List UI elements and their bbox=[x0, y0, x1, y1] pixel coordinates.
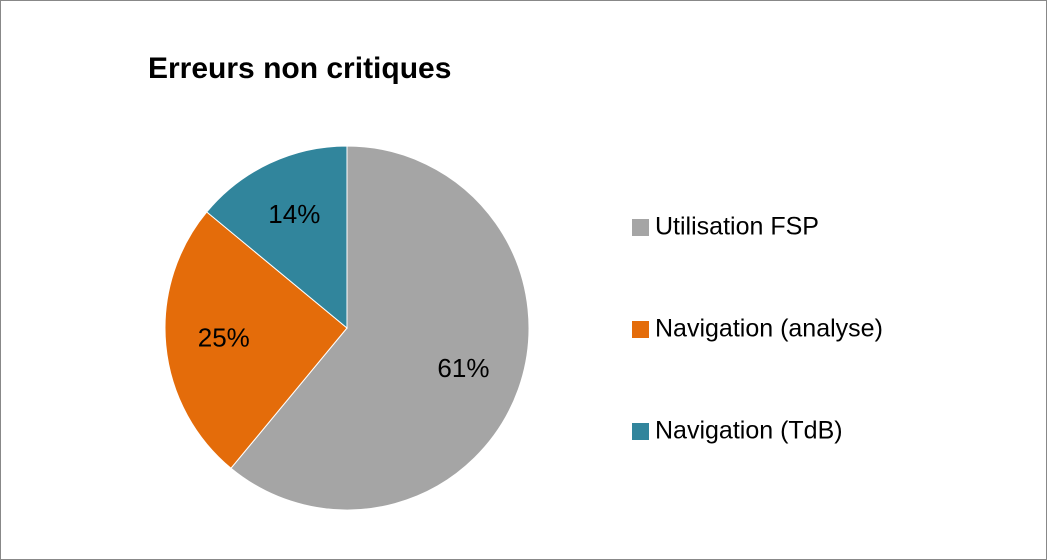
pie-slice bbox=[206, 145, 348, 330]
pie-slice bbox=[230, 145, 530, 511]
legend-label: Utilisation FSP bbox=[655, 213, 819, 241]
data-label: 25% bbox=[198, 323, 250, 353]
chart-title: Erreurs non critiques bbox=[148, 52, 451, 85]
pie-slice bbox=[164, 211, 348, 469]
data-label: 61% bbox=[437, 353, 489, 383]
legend-swatch bbox=[632, 219, 649, 236]
legend-swatch bbox=[632, 321, 649, 338]
legend-label: Navigation (TdB) bbox=[655, 417, 843, 445]
legend-label: Navigation (analyse) bbox=[655, 315, 883, 343]
legend-swatch bbox=[632, 423, 649, 440]
data-label: 14% bbox=[268, 199, 320, 229]
